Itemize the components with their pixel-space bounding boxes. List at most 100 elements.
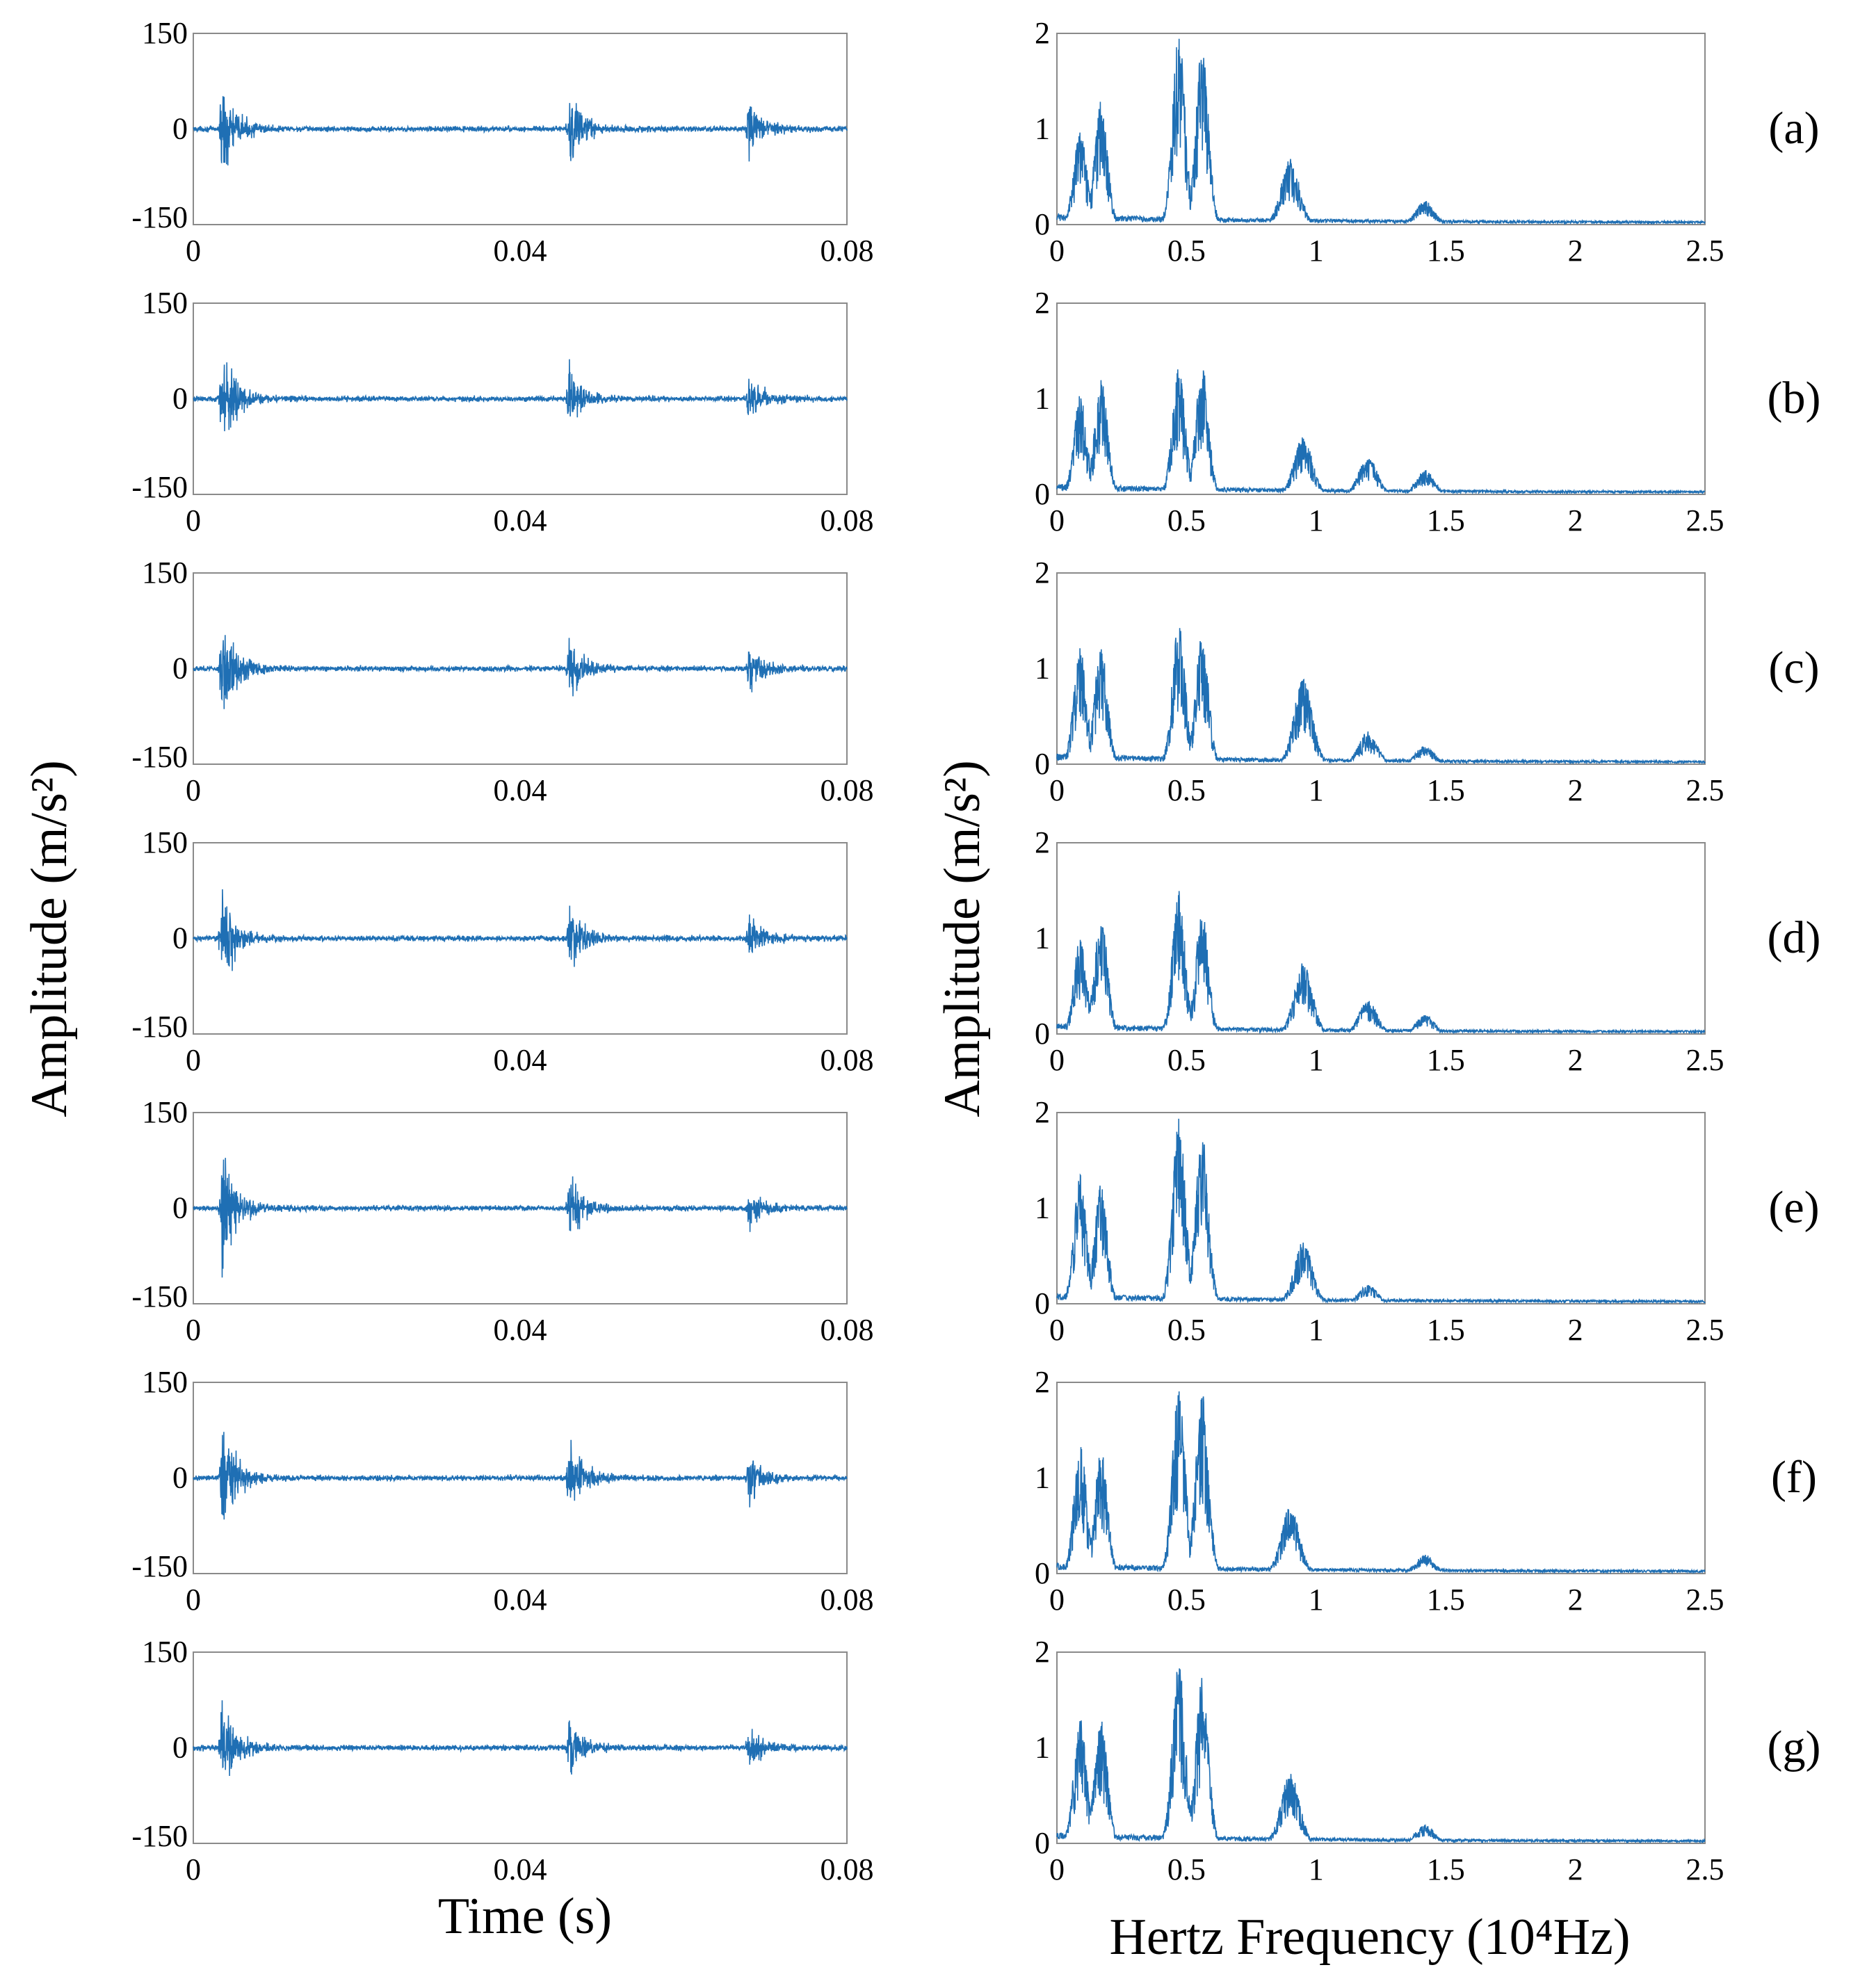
freq-x-tick: 0.5 <box>1167 1313 1206 1347</box>
freq-y-tick: 0 <box>1035 1286 1050 1320</box>
time-y-tick: -150 <box>131 740 188 774</box>
freq-plot-frame <box>1056 572 1706 765</box>
freq-plot-frame <box>1056 33 1706 225</box>
time-signal-line <box>193 1432 848 1520</box>
freq-x-tick: 1 <box>1309 773 1324 807</box>
freq-y-tick: 1 <box>1035 921 1050 955</box>
time-x-tick: 0 <box>186 1043 201 1077</box>
freq-x-tick: 0 <box>1049 1043 1065 1077</box>
time-x-tick: 0.08 <box>821 1313 874 1347</box>
freq-y-tick: 1 <box>1035 1191 1050 1225</box>
panel-label: (g) <box>1768 1722 1821 1772</box>
freq-x-tick: 2 <box>1568 503 1583 538</box>
freq-x-tick: 0 <box>1049 1583 1065 1617</box>
freq-y-tick: 0 <box>1035 1826 1050 1860</box>
time-y-tick: 150 <box>142 1635 188 1669</box>
time-signal-line <box>193 1158 848 1278</box>
time-x-tick: 0 <box>186 234 201 268</box>
time-y-tick: 150 <box>142 825 188 859</box>
freq-y-tick: 0 <box>1035 1556 1050 1590</box>
time-x-tick: 0 <box>186 773 201 807</box>
time-x-tick: 0.04 <box>494 1043 547 1077</box>
panel-label: (d) <box>1768 912 1821 963</box>
freq-x-tick: 1 <box>1309 234 1324 268</box>
freq-y-tick: 0 <box>1035 747 1050 781</box>
time-x-tick: 0 <box>186 1313 201 1347</box>
freq-spectrum-line <box>1056 891 1706 1035</box>
time-y-tick: 150 <box>142 1365 188 1399</box>
time-y-tick: -150 <box>131 1549 188 1583</box>
freq-x-tick: 1.5 <box>1427 1583 1465 1617</box>
freq-x-tick: 1 <box>1309 1313 1324 1347</box>
time-y-tick: 0 <box>172 652 188 686</box>
freq-x-tick: 2.5 <box>1686 1313 1724 1347</box>
freq-x-tick: 0 <box>1049 503 1065 538</box>
freq-x-tick: 1 <box>1309 1043 1324 1077</box>
freq-x-tick: 1 <box>1309 1852 1324 1886</box>
time-signal-line <box>193 889 848 971</box>
time-signal-line <box>193 1700 848 1777</box>
freq-y-tick: 2 <box>1035 286 1050 320</box>
freq-x-tick: 0.5 <box>1167 1852 1206 1886</box>
freq-y-tick: 0 <box>1035 207 1050 241</box>
freq-y-tick: 1 <box>1035 112 1050 146</box>
freq-x-tick: 2 <box>1568 1583 1583 1617</box>
freq-x-tick: 2.5 <box>1686 1583 1724 1617</box>
freq-x-tick: 1.5 <box>1427 1852 1465 1886</box>
freq-x-tick: 2 <box>1568 773 1583 807</box>
freq-y-tick: 0 <box>1035 477 1050 511</box>
panel-label: (f) <box>1771 1452 1817 1503</box>
time-y-tick: -150 <box>131 1279 188 1314</box>
time-signal-line <box>193 96 848 165</box>
freq-x-tick: 1.5 <box>1427 503 1465 538</box>
freq-x-tick: 0.5 <box>1167 1043 1206 1077</box>
freq-y-tick: 1 <box>1035 382 1050 416</box>
time-y-tick: 0 <box>172 1191 188 1225</box>
freq-spectrum-line <box>1056 1668 1706 1844</box>
panel-label: (b) <box>1768 373 1821 423</box>
time-x-tick: 0.08 <box>821 503 874 538</box>
freq-x-tick: 1.5 <box>1427 1043 1465 1077</box>
time-y-tick: 150 <box>142 286 188 320</box>
freq-x-tick: 0.5 <box>1167 234 1206 268</box>
panel-label: (c) <box>1768 643 1819 693</box>
freq-spectrum-line <box>1056 628 1706 765</box>
time-y-tick: 0 <box>172 112 188 146</box>
freq-x-tick: 1.5 <box>1427 234 1465 268</box>
time-y-tick: -150 <box>131 1010 188 1044</box>
time-y-tick: -150 <box>131 200 188 234</box>
time-y-tick: -150 <box>131 1819 188 1853</box>
time-y-tick: 0 <box>172 382 188 416</box>
time-x-tick: 0.08 <box>821 773 874 807</box>
freq-x-tick: 2 <box>1568 1852 1583 1886</box>
freq-plot-frame <box>1056 1651 1706 1844</box>
freq-y-tick: 0 <box>1035 1017 1050 1051</box>
freq-spectrum-line <box>1056 1118 1706 1305</box>
time-signal-line <box>193 359 848 432</box>
freq-y-tick: 1 <box>1035 1731 1050 1765</box>
freq-x-tick: 0.5 <box>1167 503 1206 538</box>
freq-y-tick: 2 <box>1035 556 1050 590</box>
freq-y-tick: 2 <box>1035 1365 1050 1399</box>
time-x-tick: 0.04 <box>494 773 547 807</box>
panel-label: (a) <box>1768 103 1819 154</box>
time-y-tick: 150 <box>142 16 188 50</box>
freq-spectrum-line <box>1056 1391 1706 1575</box>
time-y-tick: -150 <box>131 470 188 504</box>
freq-x-tick: 2.5 <box>1686 773 1724 807</box>
freq-y-tick: 1 <box>1035 1461 1050 1495</box>
freq-spectrum-line <box>1056 38 1706 226</box>
freq-x-tick: 0 <box>1049 1852 1065 1886</box>
time-y-tick: 150 <box>142 1095 188 1129</box>
time-x-tick: 0.04 <box>494 1583 547 1617</box>
freq-x-tick: 1.5 <box>1427 1313 1465 1347</box>
freq-y-tick: 1 <box>1035 652 1050 686</box>
freq-x-tick: 2.5 <box>1686 1852 1724 1886</box>
